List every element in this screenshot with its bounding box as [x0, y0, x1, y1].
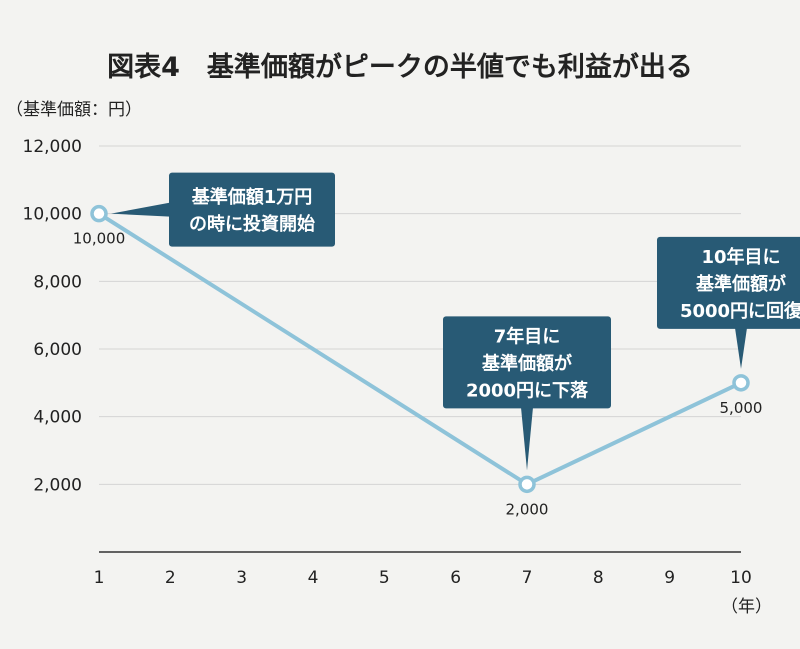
callout-background — [443, 316, 611, 409]
callout-text: 基準価額が — [481, 352, 572, 374]
y-tick-label: 4,000 — [33, 408, 82, 428]
chart-title: 図表4 基準価額がピークの半値でも利益が出る — [107, 51, 693, 83]
y-tick-label: 6,000 — [33, 340, 82, 360]
callout-background — [657, 236, 800, 329]
x-tick-label: 7 — [522, 568, 533, 588]
x-tick-label: 9 — [664, 568, 675, 588]
callout-text: 7年目に — [494, 325, 561, 347]
data-point-marker — [732, 374, 750, 392]
y-tick-label: 2,000 — [33, 475, 82, 495]
callout-text: 2000円に下落 — [466, 380, 589, 401]
callout-pointer — [735, 327, 747, 369]
data-point-marker — [90, 204, 108, 223]
callout-text: 基準価額が — [695, 273, 786, 295]
callout-text: の時に投資開始 — [189, 213, 315, 235]
callout-background — [169, 172, 335, 247]
x-tick-label: 8 — [593, 568, 604, 588]
y-axis-label: （基準価額：円） — [6, 100, 142, 120]
y-tick-label: 12,000 — [23, 137, 82, 157]
x-tick-label: 6 — [450, 568, 461, 588]
callout-text: 10年目に — [701, 246, 780, 268]
x-tick-label: 5 — [379, 568, 390, 588]
callout-text: 基準価額1万円 — [191, 186, 313, 208]
y-tick-label: 8,000 — [33, 272, 82, 292]
x-tick-label: 10 — [730, 568, 752, 588]
y-tick-label: 10,000 — [23, 205, 82, 225]
x-tick-label: 1 — [94, 568, 105, 588]
data-label: 5,000 — [720, 399, 763, 417]
x-tick-label: 3 — [236, 568, 247, 588]
data-label: 10,000 — [73, 230, 126, 248]
data-label: 2,000 — [506, 500, 549, 518]
x-axis-label: （年） — [721, 597, 772, 617]
callout-pointer — [521, 407, 533, 471]
callout-pointer — [111, 202, 170, 217]
callout-text: 5000円に回復 — [680, 300, 800, 322]
data-point-marker — [518, 475, 536, 494]
x-tick-label: 4 — [308, 568, 319, 588]
x-tick-label: 2 — [165, 568, 176, 588]
